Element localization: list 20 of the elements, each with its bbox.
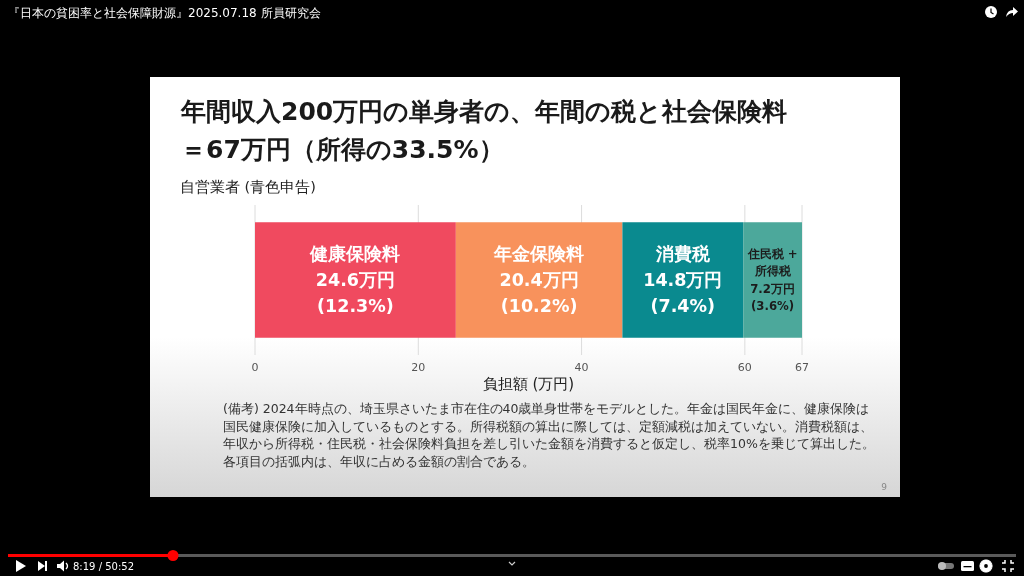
annotation: 『日本の貧困率と社会保障財源』2025.07.18 所員研究会 <box>8 6 321 20</box>
y-axis-title: 自営業者 (青色申告) <box>180 179 316 195</box>
series-label: 消費税 <box>655 243 710 264</box>
data-label: 20.4万円 (10.2%) <box>499 269 579 316</box>
x-tick-label: 40 <box>574 361 589 374</box>
x-tick-label: 67 <box>795 361 809 374</box>
x-tick-label: 0 <box>251 361 259 374</box>
series-label: 健康保険料 <box>310 243 401 264</box>
x-axis-title: 負担額 (万円) <box>482 375 575 393</box>
title: 年間収入200万円の単身者の、年間の税と社会保険料＝67万円（所得の33.5%） <box>181 97 788 164</box>
x-tick-label: 60 <box>737 361 752 374</box>
x-tick-label: 20 <box>411 361 426 374</box>
annotation: 8:19 / 50:52 <box>73 561 134 572</box>
annotation: 9 <box>881 482 887 492</box>
series-label: 住民税 + 所得税 <box>747 246 798 279</box>
data-label: 14.8万円 (7.4%) <box>643 269 723 316</box>
series-label: 年金保険料 <box>494 243 585 264</box>
annotation: (備考) 2024年時点の、埼玉県さいたま市在住の40歳単身世帯をモデルとした。年金は国民年金に、健康保険は国民健康保険に加入しているものとする。所得税額の算出に際しては、定額減税は加えていない。消費税額は、年収から所得税・住民税・社会保険料負担を差し引いた金額を消費すると仮定し、税率10%を乗じて算出した。各項目の括弧内は、年収に占める金額の割合である。 <box>223 401 875 469</box>
data-label: 24.6万円 (12.3%) <box>315 269 395 316</box>
data-label: 7.2万円 (3.6%) <box>750 281 795 314</box>
